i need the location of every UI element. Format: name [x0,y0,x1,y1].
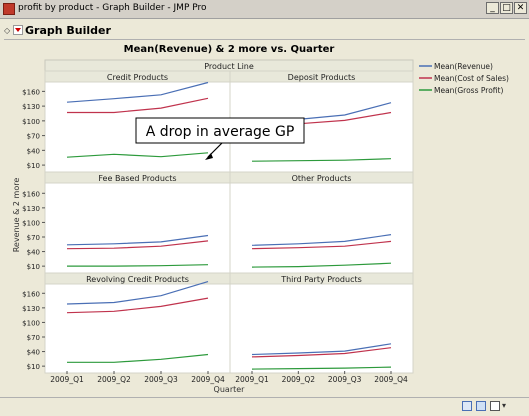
y-tick-label: $130 [22,103,40,111]
y-tick-label: $10 [27,363,40,371]
y-tick-label: $40 [27,349,40,357]
series-line [251,158,392,162]
x-tick-label: 2009_Q4 [374,375,408,384]
panel-title: Other Products [292,174,352,183]
series-line [251,347,392,358]
series-line [251,240,392,250]
section-divider [4,39,525,40]
annotation-arrowhead [205,153,213,160]
dropdown-arrow-icon[interactable]: ▾ [502,401,507,410]
y-tick-label: $10 [27,162,40,170]
x-tick-label: 2009_Q1 [235,375,269,384]
y-tick-label: $40 [27,249,40,257]
y-tick-label: $100 [22,118,40,126]
annotation-box [135,117,305,144]
window-titlebar: profit by product - Graph Builder - JMP … [0,0,529,19]
legend-label: Mean(Gross Profit) [434,86,503,95]
y-tick-label: $70 [27,234,40,242]
y-tick-label: $70 [27,133,40,141]
x-tick-label: 2009_Q3 [328,375,362,384]
minimize-button[interactable]: _ [486,2,499,14]
panel-title: Deposit Products [288,73,356,82]
panel-title: Fee Based Products [98,174,176,183]
group-label: Product Line [204,62,254,71]
panel-plot-area [44,283,231,374]
y-tick-label: $130 [22,305,40,313]
jmp-app-icon [3,3,15,15]
series-line [67,97,209,114]
x-tick-label: 2009_Q2 [282,375,316,384]
series-line [66,81,209,103]
section-title: Graph Builder [25,24,111,37]
status-bar [0,397,529,416]
close-button[interactable]: ✕ [514,2,527,14]
y-tick-label: $160 [22,290,40,298]
x-tick-label: 2009_Q2 [97,375,131,384]
panel-plot-area [229,182,414,274]
y-tick-label: $40 [27,147,40,155]
y-tick-label: $160 [22,190,40,198]
series-line [251,262,392,268]
annotation-text: A drop in average GP [146,124,295,140]
legend-label: Mean(Cost of Sales) [434,74,509,83]
x-tick-label: 2009_Q4 [191,375,225,384]
series-line [66,297,209,314]
y-tick-label: $100 [22,319,40,327]
y-tick-label: $10 [27,263,40,271]
panel-title: Revolving Credit Products [86,275,189,284]
y-tick-label: $160 [22,88,40,96]
legend-label: Mean(Revenue) [434,62,493,71]
panel-title: Third Party Products [280,275,362,284]
panel-title: Credit Products [107,73,168,82]
series-line [251,234,392,246]
chart-title: Mean(Revenue) & 2 more vs. Quarter [124,44,335,55]
x-tick-label: 2009_Q1 [50,375,84,384]
home-icon[interactable] [462,401,472,411]
series-line [67,264,209,267]
y-axis-title: Revenue & 2 more [12,178,21,253]
series-line [251,343,392,356]
y-tick-label: $70 [27,334,40,342]
panel-plot-area [44,182,231,274]
series-line [251,366,392,370]
series-line [66,281,209,305]
maximize-button[interactable]: □ [500,2,513,14]
y-tick-label: $130 [22,205,40,213]
window-title: profit by product - Graph Builder - JMP … [18,3,207,13]
x-tick-label: 2009_Q3 [144,375,178,384]
y-tick-label: $100 [22,219,40,227]
window-list-icon[interactable] [476,401,486,411]
series-line [66,240,209,250]
x-axis-title: Quarter [214,385,246,394]
panel-plot-area [229,283,414,374]
red-triangle-menu-icon[interactable] [13,25,23,35]
disclosure-triangle-icon[interactable]: ◇ [4,26,11,35]
graph-builder-chart: Mean(Revenue) & 2 more vs. Quarter Produc… [12,44,509,394]
series-line [66,234,209,246]
checkbox-icon[interactable] [490,401,500,411]
series-line [66,152,209,158]
series-line [67,353,209,363]
